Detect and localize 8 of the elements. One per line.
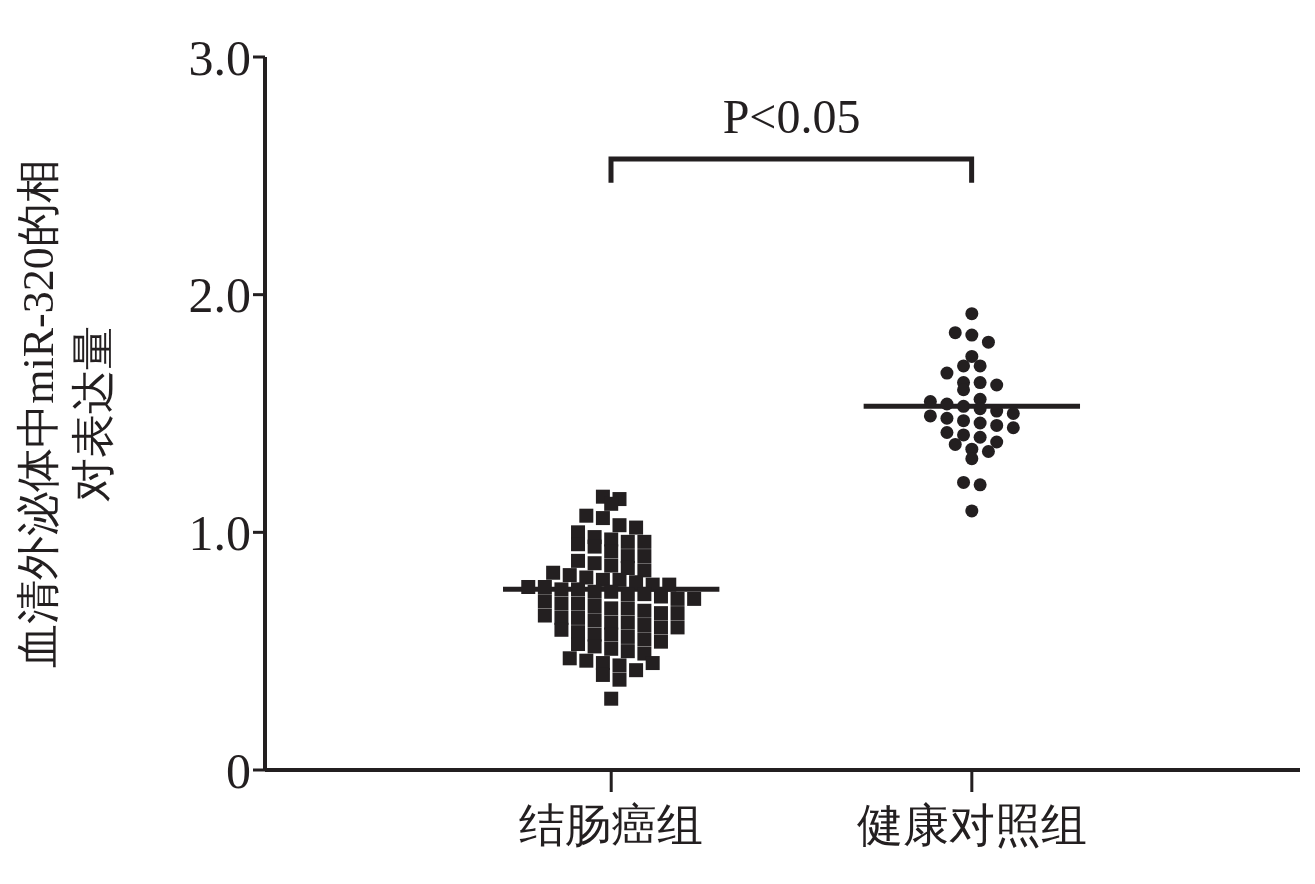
- y-tick-label: 3.0: [188, 29, 251, 86]
- x-tick-label: 结肠癌组: [519, 799, 704, 851]
- x-tick-label: 健康对照组: [856, 799, 1087, 851]
- y-tick-label: 2.0: [188, 267, 251, 324]
- y-tick-label: 0: [226, 742, 251, 799]
- y-tick-label: 1.0: [188, 505, 251, 562]
- y-axis-title: 血清外泌体中miR-320的相对表达量: [14, 159, 118, 668]
- annotation: P<0.05: [721, 89, 862, 145]
